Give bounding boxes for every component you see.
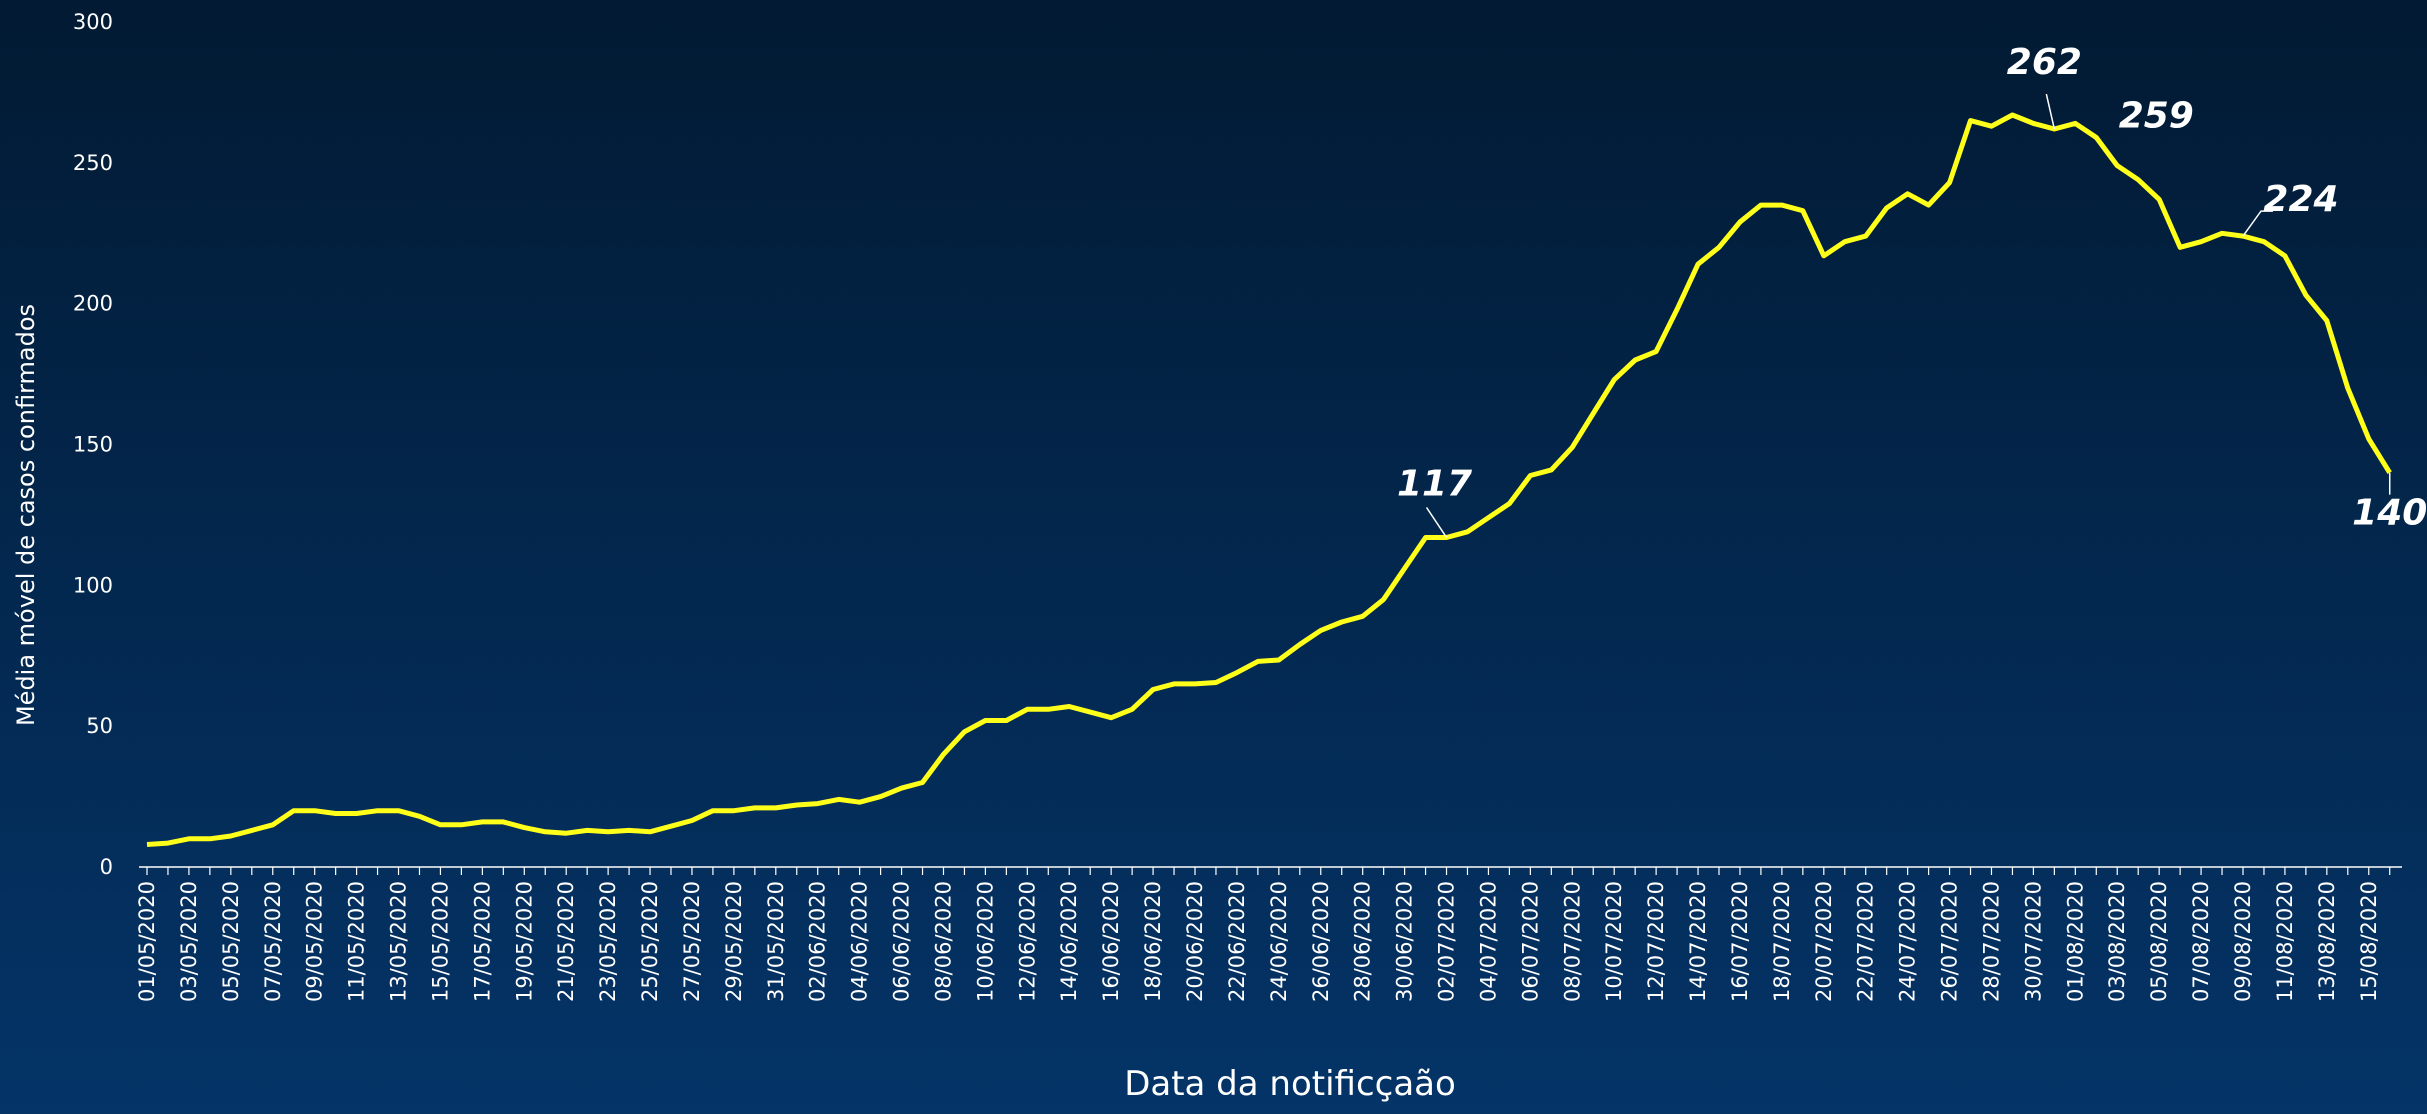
x-tick-label: 12/06/2020 <box>1015 881 1039 1002</box>
y-tick-label: 0 <box>100 855 113 879</box>
x-tick-label: 18/06/2020 <box>1141 881 1165 1002</box>
x-tick-label: 15/08/2020 <box>2357 881 2381 1002</box>
x-tick-label: 22/07/2020 <box>1854 881 1878 1002</box>
x-tick-label: 16/07/2020 <box>1728 881 1752 1002</box>
x-tick-label: 19/05/2020 <box>512 881 536 1002</box>
x-tick-label: 23/05/2020 <box>596 881 620 1002</box>
x-axis-title: Data da notificçaão <box>1124 1064 1456 1104</box>
value-label: 117 <box>1397 463 1472 504</box>
x-tick-label: 04/07/2020 <box>1476 881 1500 1002</box>
x-tick-label: 02/06/2020 <box>806 881 830 1002</box>
x-tick-label: 20/07/2020 <box>1812 881 1836 1002</box>
x-tick-label: 03/05/2020 <box>177 881 201 1002</box>
x-tick-label: 18/07/2020 <box>1770 881 1794 1002</box>
leader-line <box>1425 507 1448 538</box>
x-tick-label: 01/08/2020 <box>2063 881 2087 1002</box>
x-tick-label: 29/05/2020 <box>722 881 746 1002</box>
x-tick-label: 10/06/2020 <box>973 881 997 1002</box>
x-tick-label: 26/07/2020 <box>1938 881 1962 1002</box>
x-tick-label: 21/05/2020 <box>554 881 578 1002</box>
leader-line <box>2242 210 2273 237</box>
x-tick-label: 24/07/2020 <box>1896 881 1920 1002</box>
x-tick-label: 28/06/2020 <box>1351 881 1375 1002</box>
x-tick-label: 16/06/2020 <box>1099 881 1123 1002</box>
x-tick-label: 09/05/2020 <box>303 881 327 1002</box>
x-tick-label: 10/07/2020 <box>1602 881 1626 1002</box>
value-label: 140 <box>2352 493 2427 534</box>
x-tick-label: 06/06/2020 <box>890 881 914 1002</box>
x-tick-label: 27/05/2020 <box>680 881 704 1002</box>
x-tick-label: 07/05/2020 <box>261 881 285 1002</box>
x-tick-label: 11/08/2020 <box>2273 881 2297 1002</box>
y-axis-title: Média móvel de casos confirmados <box>12 304 40 726</box>
x-tick-label: 17/05/2020 <box>470 881 494 1002</box>
y-tick-label: 300 <box>73 10 113 34</box>
x-tick-label: 13/08/2020 <box>2315 881 2339 1002</box>
x-tick-label: 26/06/2020 <box>1309 881 1333 1002</box>
x-tick-label: 22/06/2020 <box>1225 881 1249 1002</box>
x-tick-label: 03/08/2020 <box>2105 881 2129 1002</box>
value-label: 262 <box>2007 42 2082 83</box>
x-tick-label: 14/07/2020 <box>1686 881 1710 1002</box>
y-tick-label: 200 <box>73 292 113 316</box>
x-tick-label: 09/08/2020 <box>2231 881 2255 1002</box>
x-tick-label: 24/06/2020 <box>1267 881 1291 1002</box>
x-tick-label: 07/08/2020 <box>2189 881 2213 1002</box>
x-tick-label: 01/05/2020 <box>135 881 159 1002</box>
x-tick-label: 02/07/2020 <box>1435 881 1459 1002</box>
data-line <box>146 112 2392 847</box>
x-tick-label: 05/08/2020 <box>2147 881 2171 1002</box>
y-tick-label: 50 <box>86 714 113 738</box>
x-tick-label: 13/05/2020 <box>387 881 411 1002</box>
x-tick-label: 14/06/2020 <box>1057 881 1081 1002</box>
x-tick-label: 08/07/2020 <box>1560 881 1584 1002</box>
x-tick-label: 20/06/2020 <box>1183 881 1207 1002</box>
y-tick-label: 100 <box>73 573 113 597</box>
y-tick-label: 250 <box>73 151 113 175</box>
value-label: 259 <box>2119 95 2194 136</box>
x-tick-label: 28/07/2020 <box>1979 881 2003 1002</box>
x-tick-label: 25/05/2020 <box>638 881 662 1002</box>
y-tick-label: 150 <box>73 433 113 457</box>
x-tick-label: 15/05/2020 <box>428 881 452 1002</box>
x-tick-label: 06/07/2020 <box>1518 881 1542 1002</box>
x-tick-label: 12/07/2020 <box>1644 881 1668 1002</box>
x-tick-label: 11/05/2020 <box>345 881 369 1002</box>
x-tick-label: 30/06/2020 <box>1393 881 1417 1002</box>
x-tick-label: 08/06/2020 <box>931 881 955 1002</box>
x-tick-label: 31/05/2020 <box>764 881 788 1002</box>
x-tick-label: 05/05/2020 <box>219 881 243 1002</box>
x-tick-label: 30/07/2020 <box>2021 881 2045 1002</box>
x-tick-label: 04/06/2020 <box>848 881 872 1002</box>
leader-line <box>2045 93 2056 130</box>
value-label: 224 <box>2263 179 2338 220</box>
